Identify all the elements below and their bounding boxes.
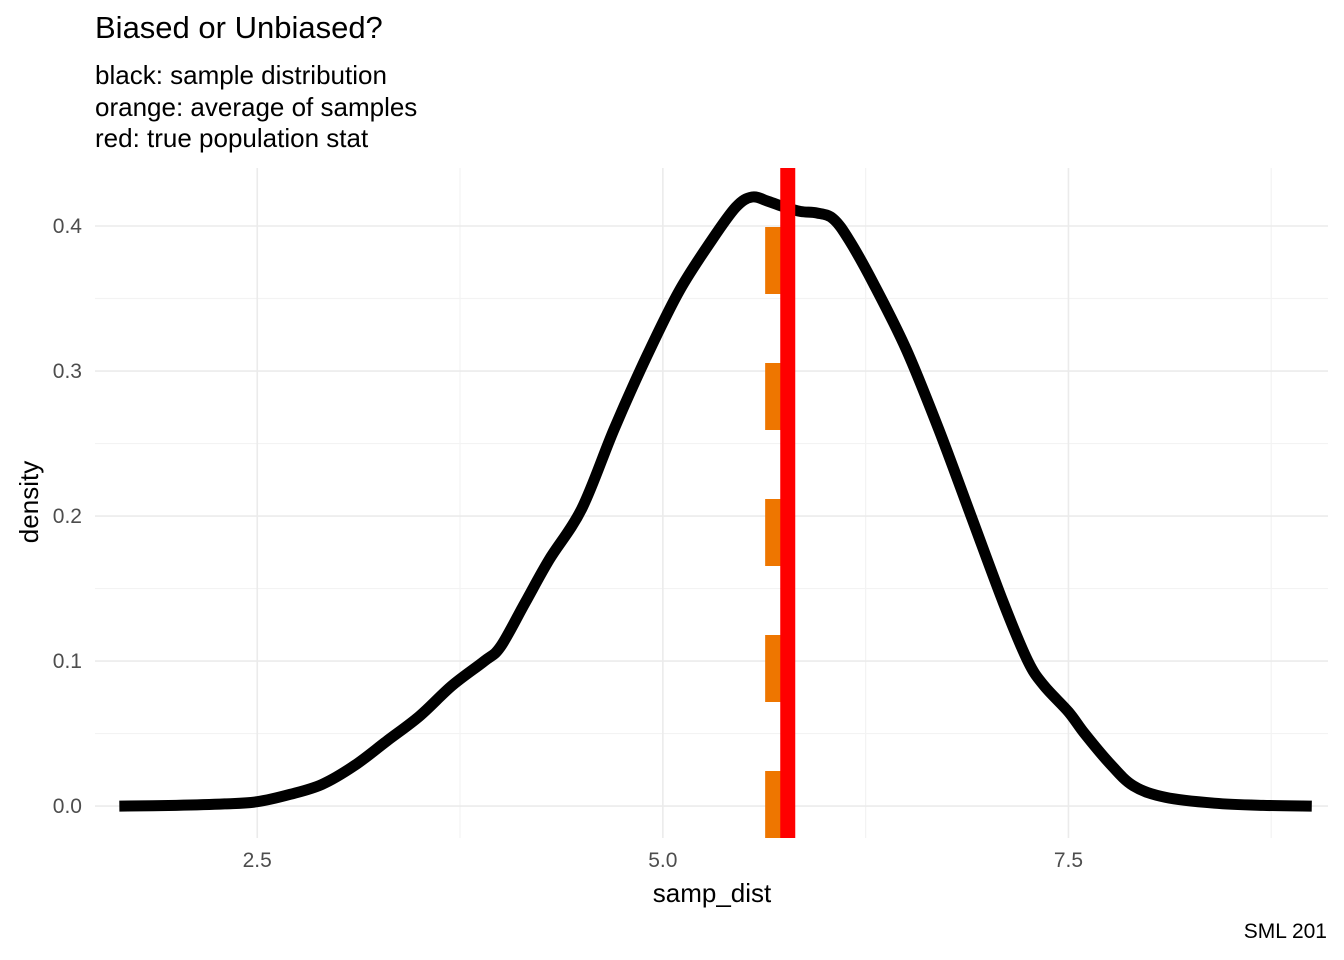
y-tick-label: 0.0: [53, 795, 82, 818]
x-tick-labels: 2.5 5.0 7.5: [243, 849, 1083, 872]
plot-marks: [119, 168, 1312, 838]
y-axis-label: density: [14, 461, 44, 543]
major-gridlines: [95, 168, 1328, 838]
minor-gridlines: [95, 168, 1328, 838]
y-tick-label: 0.1: [53, 650, 82, 673]
x-axis-label: samp_dist: [653, 878, 772, 908]
chart-subtitle: black: sample distribution orange: avera…: [95, 60, 417, 155]
y-tick-labels: 0.0 0.1 0.2 0.3 0.4: [53, 215, 83, 818]
chart-caption: SML 201: [1243, 920, 1327, 943]
subtitle-line: black: sample distribution: [95, 60, 387, 90]
y-tick-label: 0.2: [53, 505, 82, 528]
x-tick-label: 7.5: [1054, 849, 1083, 872]
subtitle-line: red: true population stat: [95, 123, 369, 153]
subtitle-line: orange: average of samples: [95, 91, 418, 122]
chart-title: Biased or Unbiased?: [95, 10, 383, 45]
y-tick-label: 0.4: [53, 215, 83, 238]
y-tick-label: 0.3: [53, 360, 82, 383]
density-curve: [119, 191, 1312, 812]
x-tick-label: 2.5: [243, 849, 272, 872]
x-tick-label: 5.0: [648, 849, 677, 872]
